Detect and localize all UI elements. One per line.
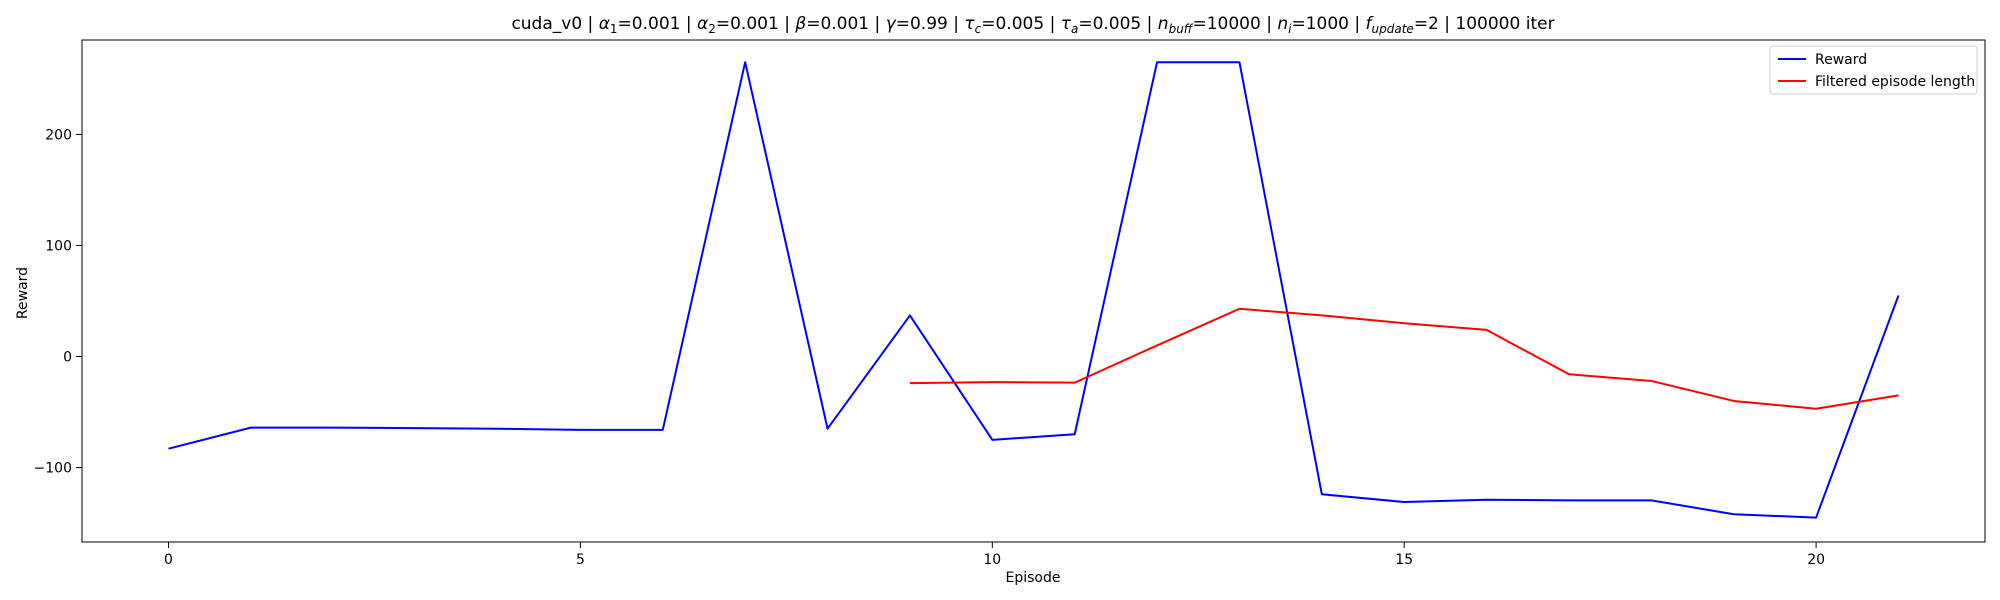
x-tick-label: 10 [983, 552, 1001, 568]
x-axis-label: Episode [1006, 570, 1061, 586]
axes-frame [81, 39, 1986, 543]
y-axis-label: Reward [15, 267, 31, 319]
x-tick-label: 5 [576, 552, 585, 568]
legend-box [1769, 45, 1978, 95]
series-line-reward [168, 61, 1900, 519]
y-tick-label: 0 [63, 350, 72, 366]
series-line-filtered-episode-length [909, 307, 1899, 410]
legend-label: Reward [1815, 52, 1867, 68]
y-tick-label: 100 [45, 238, 72, 254]
x-tick-label: 20 [1807, 552, 1825, 568]
legend: Reward Filtered episode length [1769, 45, 1978, 95]
ticks: 0 5 10 15 20 −100 0 100 200 [34, 127, 1825, 568]
y-tick-label: 200 [45, 127, 72, 143]
axes [81, 39, 1986, 543]
y-tick-label: −100 [34, 461, 72, 477]
plot-area [82, 40, 1985, 542]
chart-title: cuda_v0 | α1=0.001 | α2=0.001 | β=0.001 … [511, 14, 1554, 36]
plot-background [82, 40, 1985, 542]
x-tick-label: 15 [1395, 552, 1413, 568]
series-group [168, 61, 1900, 519]
x-tick-label: 0 [164, 552, 173, 568]
legend-label: Filtered episode length [1815, 74, 1975, 90]
